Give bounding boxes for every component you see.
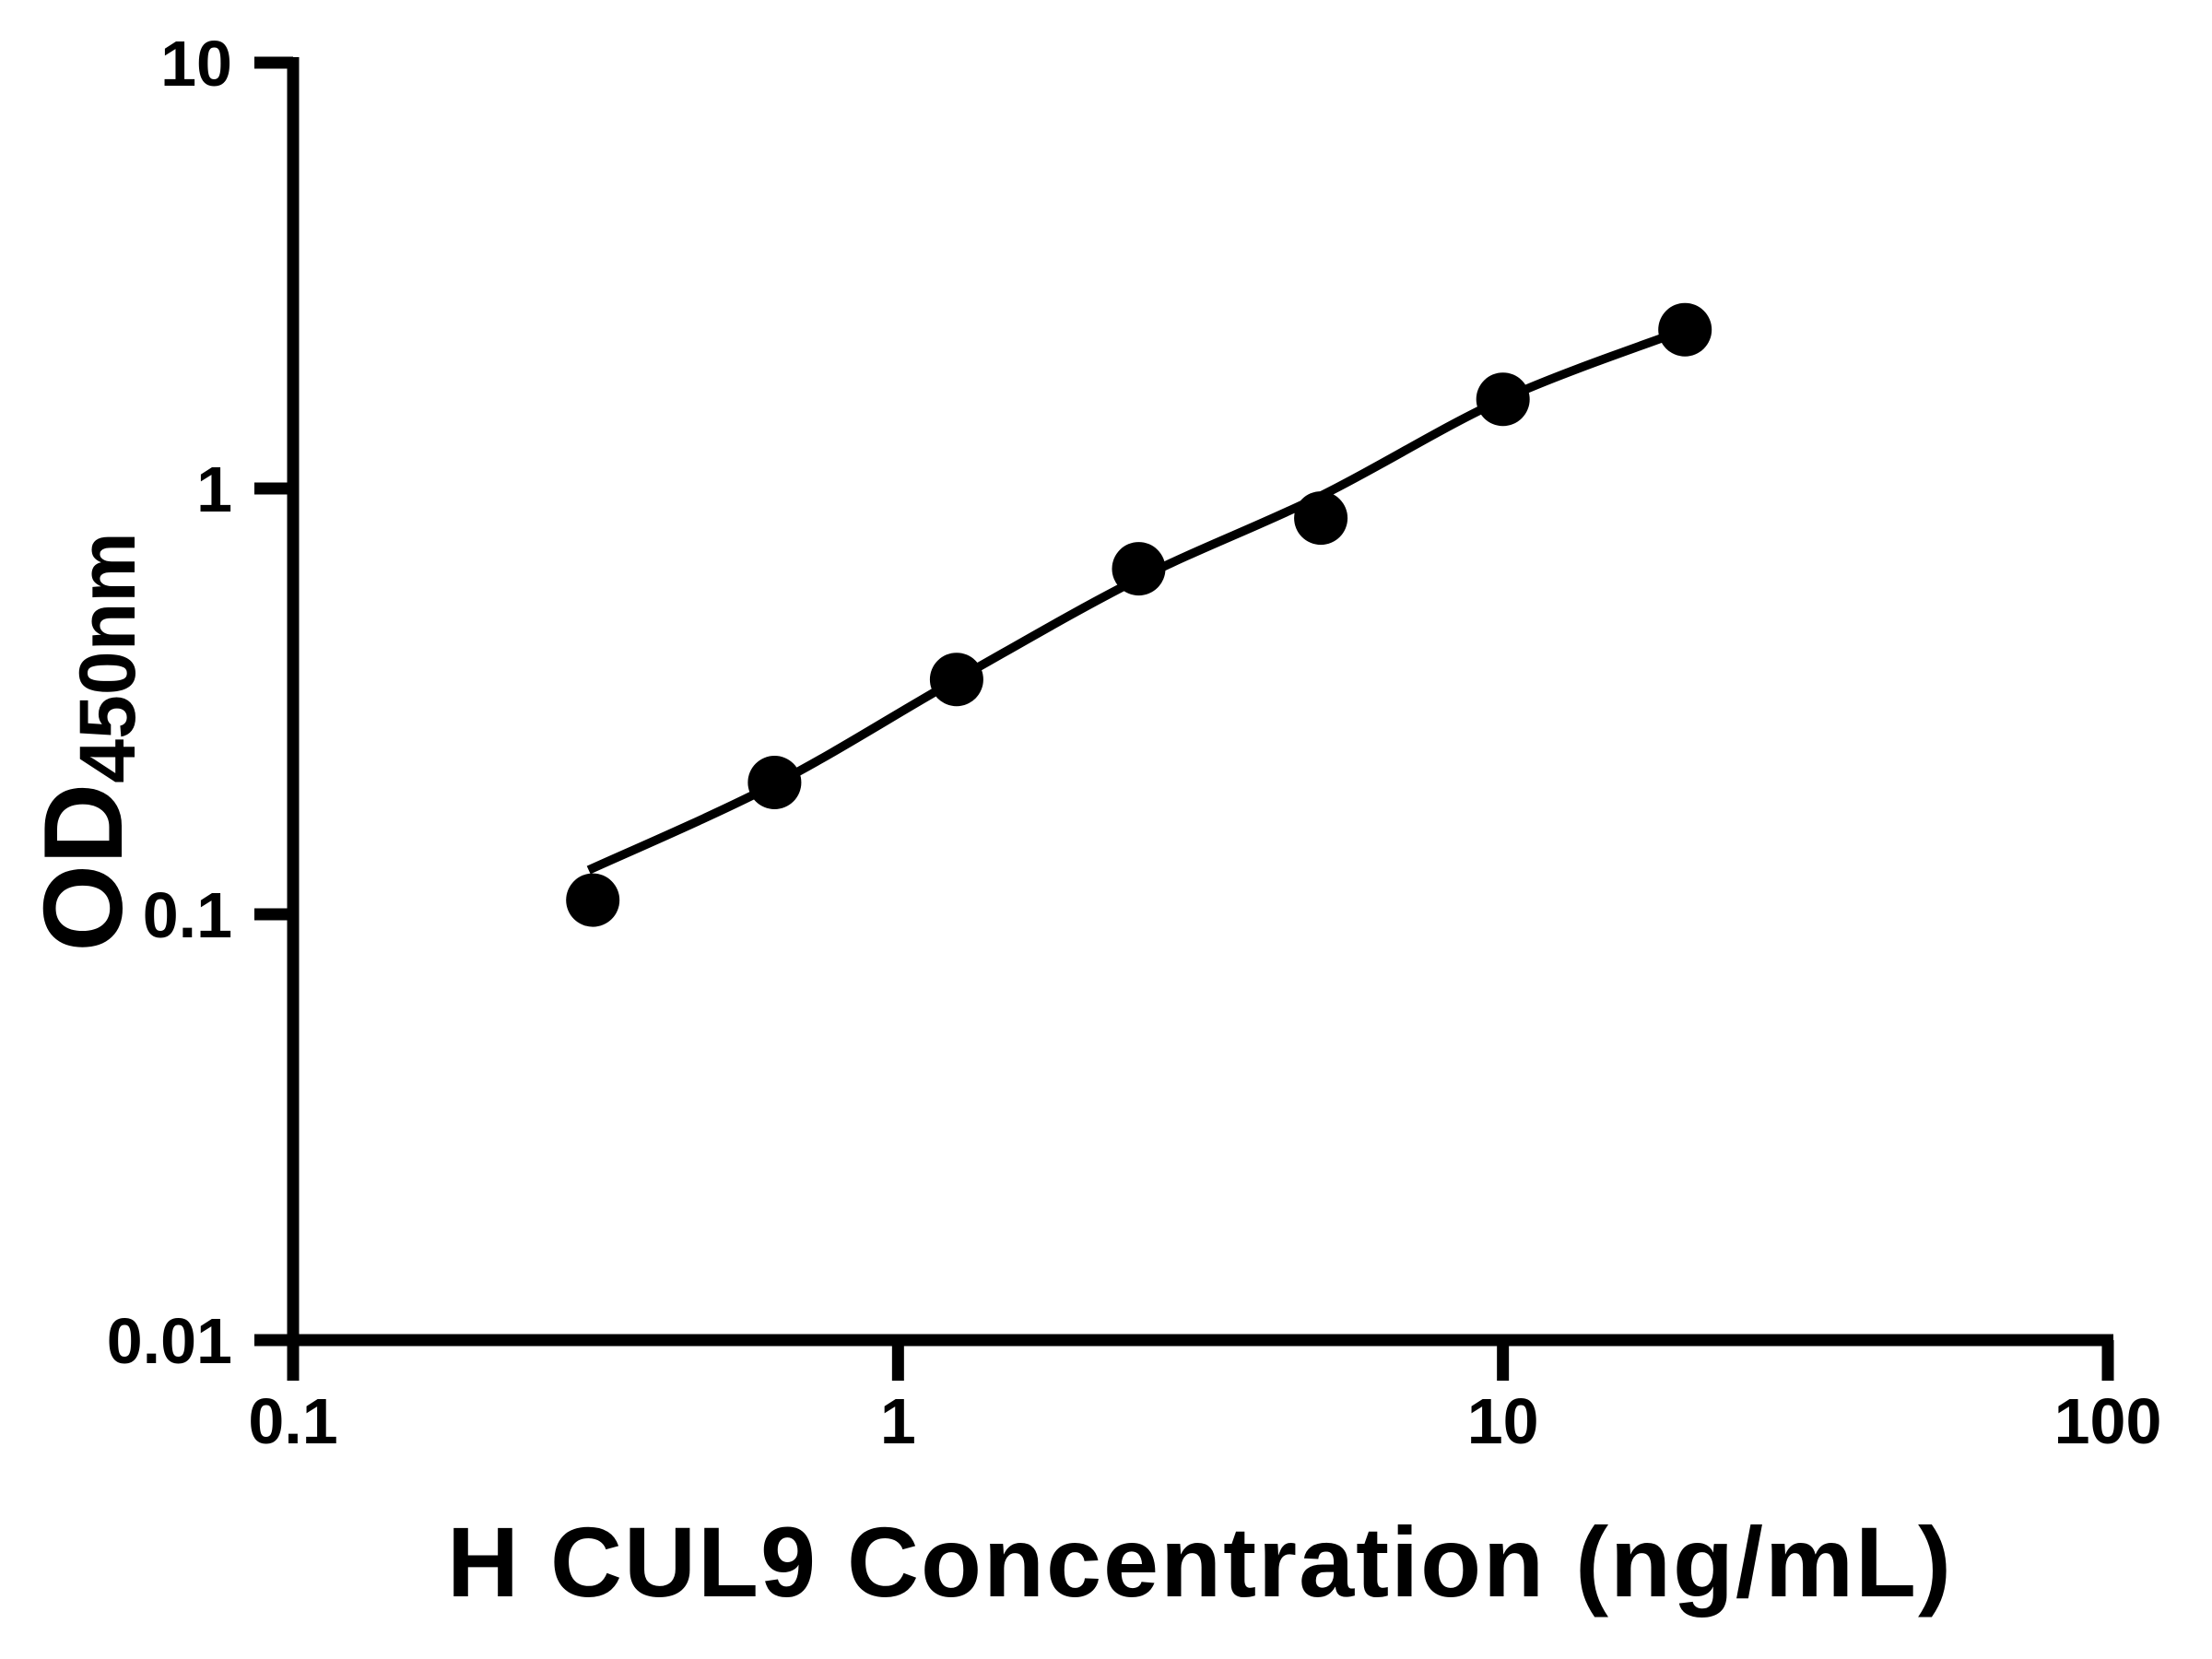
y-axis-title-main: OD bbox=[20, 783, 146, 952]
x-tick-label: 10 bbox=[1467, 1385, 1539, 1457]
data-point bbox=[1294, 491, 1348, 546]
axis-spine bbox=[287, 57, 2113, 1347]
data-point bbox=[1112, 542, 1166, 596]
y-tick-label: 0.01 bbox=[107, 1305, 232, 1377]
data-point bbox=[566, 873, 620, 927]
data-point bbox=[1658, 302, 1712, 357]
data-point bbox=[747, 756, 802, 809]
y-tick-label: 10 bbox=[160, 28, 232, 100]
x-axis-title: H CUL9 Concentration (ng/mL) bbox=[447, 1506, 1953, 1618]
data-point bbox=[1476, 372, 1530, 427]
axis-ticks bbox=[254, 56, 2114, 1381]
data-points bbox=[566, 302, 1712, 927]
data-point bbox=[929, 653, 983, 707]
y-axis-title-sub: 450nm bbox=[64, 532, 152, 783]
x-tick-label: 1 bbox=[880, 1385, 916, 1457]
y-tick-label: 0.1 bbox=[143, 879, 232, 951]
y-tick-label: 1 bbox=[196, 453, 232, 525]
x-tick-label: 0.1 bbox=[248, 1385, 337, 1457]
x-tick-label: 100 bbox=[2054, 1385, 2162, 1457]
y-axis-title: OD450nm bbox=[20, 532, 152, 952]
